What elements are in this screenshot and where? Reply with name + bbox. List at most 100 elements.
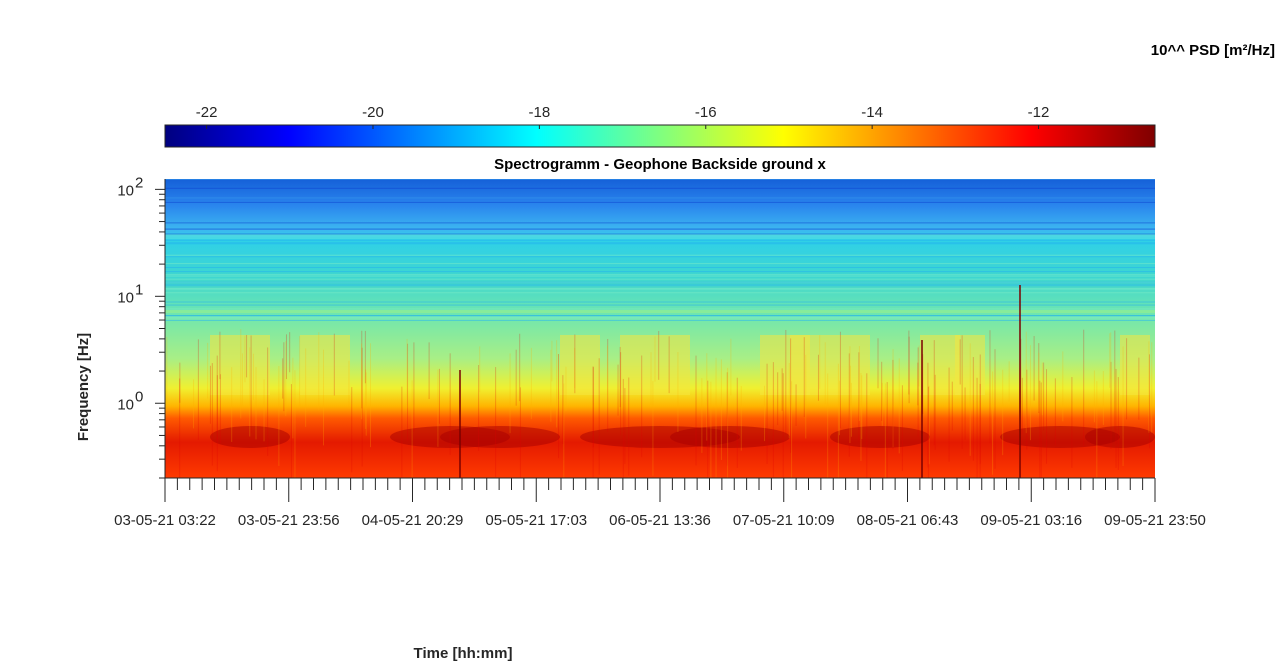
- noise-streak: [884, 383, 886, 478]
- low-frequency-blob: [440, 426, 560, 448]
- noise-streak: [562, 375, 564, 444]
- noise-streak: [927, 386, 929, 478]
- noise-streak: [299, 336, 301, 409]
- noise-streak: [437, 369, 439, 447]
- y-tick-label: 10: [117, 182, 134, 199]
- noise-streak: [1109, 333, 1111, 388]
- low-frequency-blob: [830, 426, 930, 448]
- noise-streak: [650, 352, 652, 405]
- noise-streak: [1071, 377, 1073, 468]
- noise-streak: [179, 362, 181, 403]
- activity-patch: [620, 335, 690, 395]
- spectral-line: [165, 319, 1155, 321]
- noise-streak: [207, 342, 209, 399]
- spectral-line: [165, 301, 1155, 303]
- noise-streak: [1110, 361, 1112, 449]
- noise-streak: [1041, 362, 1043, 416]
- noise-streak: [438, 368, 440, 424]
- noise-streak: [1039, 380, 1041, 478]
- activity-patch: [210, 335, 270, 395]
- noise-streak: [805, 354, 807, 439]
- noise-streak: [364, 330, 366, 384]
- low-frequency-blob: [210, 426, 290, 448]
- spectral-line: [165, 278, 1155, 280]
- noise-streak: [701, 378, 703, 453]
- noise-streak: [706, 353, 708, 441]
- noise-streak: [782, 373, 784, 478]
- noise-streak: [407, 343, 409, 442]
- colorbar-tick-label: -12: [1028, 104, 1050, 121]
- noise-streak: [877, 338, 879, 389]
- noise-streak: [849, 346, 851, 444]
- noise-streak: [992, 371, 994, 475]
- colorbar-tick-label: -14: [861, 104, 883, 121]
- noise-streak: [565, 366, 567, 411]
- noise-streak: [1115, 368, 1117, 468]
- noise-streak: [574, 347, 576, 389]
- noise-streak: [951, 381, 953, 431]
- noise-streak: [563, 383, 565, 478]
- noise-streak: [519, 333, 521, 402]
- noise-streak: [933, 340, 935, 446]
- noise-streak: [1046, 369, 1048, 464]
- noise-streak: [908, 330, 910, 395]
- colorbar-label: 10^^ PSD [m²/Hz]: [1151, 42, 1275, 59]
- x-tick-label: 07-05-21 10:09: [733, 512, 835, 529]
- noise-streak: [519, 387, 521, 478]
- noise-streak: [550, 349, 552, 422]
- noise-streak: [551, 340, 553, 382]
- noise-streak: [860, 373, 862, 461]
- spectral-line: [165, 314, 1155, 316]
- noise-streak: [838, 380, 840, 436]
- heatmap-detail: [165, 179, 1155, 478]
- noise-streak: [365, 372, 367, 436]
- noise-streak: [994, 349, 996, 469]
- spectral-line: [165, 281, 1155, 283]
- noise-streak: [927, 362, 929, 468]
- noise-streak: [934, 374, 936, 450]
- noise-streak: [216, 355, 218, 442]
- spectral-line: [165, 243, 1155, 245]
- noise-streak: [777, 372, 779, 426]
- noise-streak: [707, 380, 709, 478]
- noise-streak: [624, 388, 626, 464]
- noise-streak: [1117, 377, 1119, 471]
- noise-streak: [197, 339, 199, 440]
- spectral-line: [165, 201, 1155, 203]
- noise-streak: [1020, 338, 1022, 447]
- y-tick-exponent: 1: [135, 281, 143, 298]
- noise-streak: [695, 355, 697, 466]
- noise-streak: [592, 367, 594, 448]
- activity-patch: [955, 335, 985, 395]
- spectral-line: [165, 263, 1155, 265]
- spectral-line: [165, 292, 1155, 294]
- noise-streak: [267, 347, 269, 456]
- noise-streak: [574, 334, 576, 394]
- x-tick-label: 06-05-21 13:36: [609, 512, 711, 529]
- noise-streak: [817, 354, 819, 401]
- noise-streak: [294, 370, 296, 478]
- noise-streak: [1122, 346, 1124, 467]
- activity-patch: [560, 335, 600, 395]
- spectral-line: [165, 179, 1155, 181]
- noise-streak: [515, 349, 517, 406]
- colorbar-bar: [164, 124, 1156, 148]
- y-axis-label: Frequency [Hz]: [75, 333, 92, 441]
- noise-streak: [263, 379, 265, 442]
- noise-streak: [858, 346, 860, 421]
- spectral-line: [165, 242, 1155, 244]
- noise-streak: [413, 342, 415, 432]
- spectral-line: [165, 228, 1155, 230]
- noise-streak: [1110, 332, 1112, 379]
- noise-streak: [989, 330, 991, 444]
- noise-streak: [730, 338, 732, 396]
- noise-streak: [333, 333, 335, 396]
- noise-streak: [209, 365, 211, 424]
- colorbar-tick-label: -20: [362, 104, 384, 121]
- y-tick-label: 10: [117, 289, 134, 306]
- noise-streak: [1096, 381, 1098, 478]
- y-tick-exponent: 2: [135, 174, 143, 191]
- noise-streak: [1114, 330, 1116, 432]
- noise-streak: [619, 346, 621, 408]
- noise-streak: [788, 363, 790, 439]
